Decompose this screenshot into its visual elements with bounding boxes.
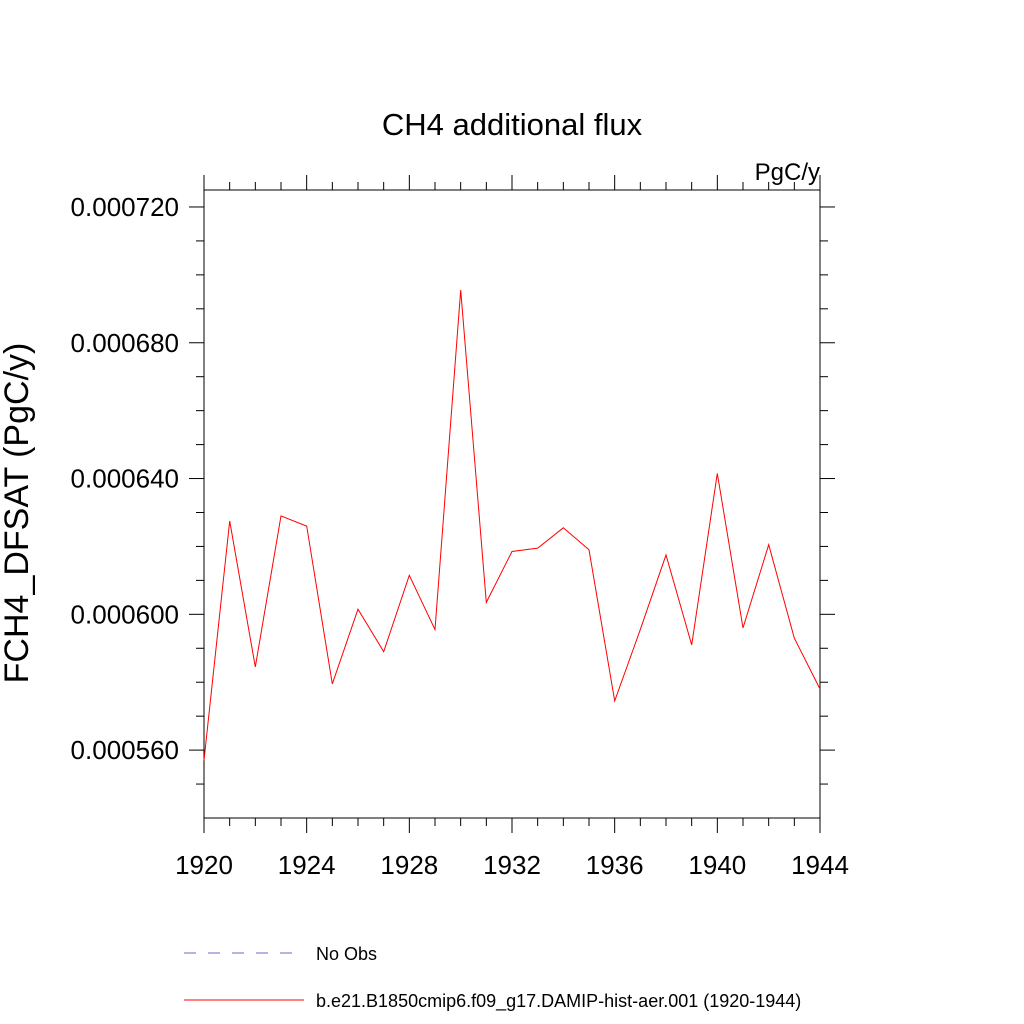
units-label: PgC/y <box>755 159 820 186</box>
y-tick-label: 0.000720 <box>71 192 179 222</box>
y-tick-label: 0.000560 <box>71 735 179 765</box>
y-tick-label: 0.000680 <box>71 328 179 358</box>
y-axis-ticks: 0.000560 0.000600 0.000640 0.000680 0.000720 <box>71 192 835 785</box>
chart-title: CH4 additional flux <box>382 107 643 142</box>
x-tick-label: 1936 <box>586 850 644 880</box>
y-tick-label: 0.000640 <box>71 464 179 494</box>
x-tick-label: 1920 <box>175 850 233 880</box>
x-tick-label: 1924 <box>278 850 336 880</box>
x-tick-label: 1940 <box>688 850 746 880</box>
series-line <box>203 290 821 761</box>
plot-frame <box>203 189 821 819</box>
legend: No Obs b.e21.B1850cmip6.f09_g17.DAMIP-his… <box>184 944 801 1012</box>
x-tick-label: 1944 <box>791 850 849 880</box>
y-tick-label: 0.000600 <box>71 599 179 629</box>
series-lines <box>203 290 821 761</box>
x-tick-label: 1928 <box>380 850 438 880</box>
x-axis-ticks: 1920 1924 1928 1932 1936 1940 1944 <box>175 175 849 880</box>
y-axis-label: FCH4_DFSAT (PgC/y) <box>0 343 36 684</box>
legend-label: No Obs <box>316 944 377 964</box>
legend-label: b.e21.B1850cmip6.f09_g17.DAMIP-hist-aer.… <box>316 991 801 1012</box>
x-tick-label: 1932 <box>483 850 541 880</box>
